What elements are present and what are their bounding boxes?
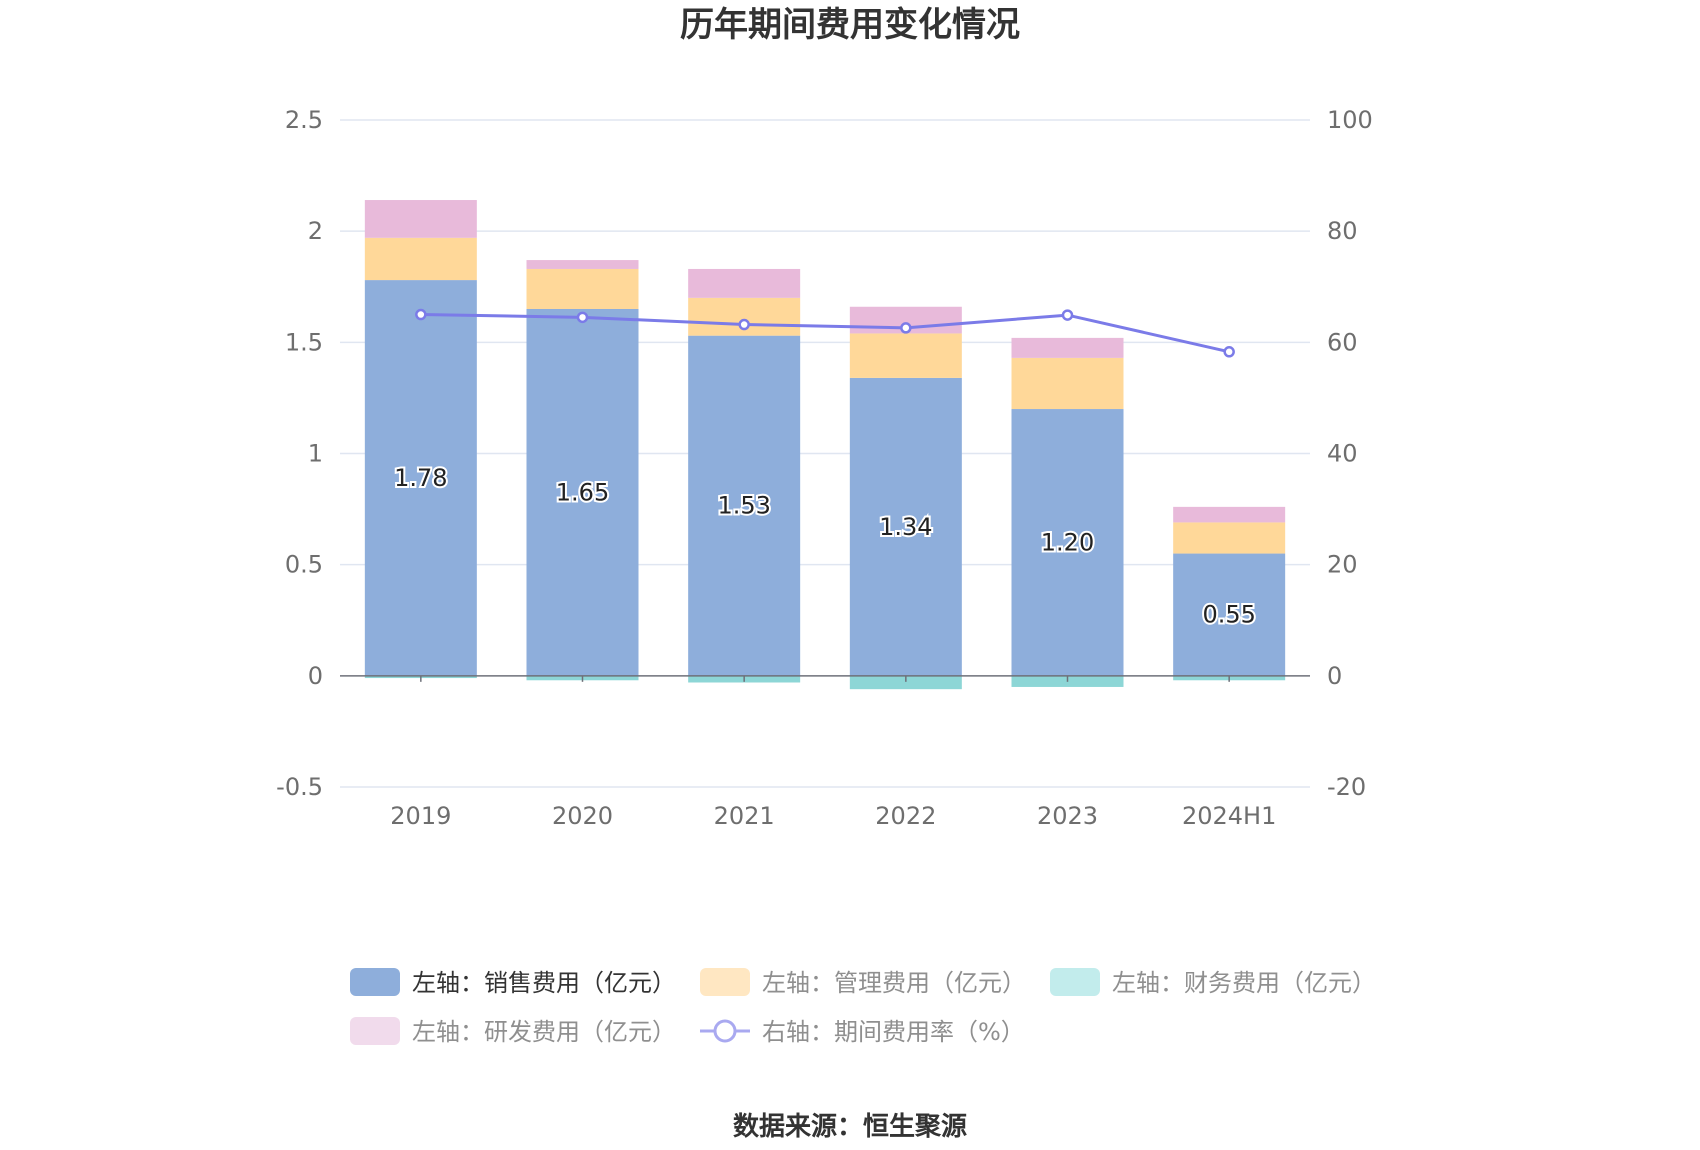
legend: 左轴：销售费用（亿元） 左轴：管理费用（亿元） 左轴：财务费用（亿元） 左轴：研发费用… [350,968,1376,1046]
legend-item: 左轴：销售费用（亿元） [350,968,676,997]
bar-segment [364,280,477,676]
x-axis-ticks: 2019 2020 2021 2022 2023 2024H1 [390,802,1276,830]
legend-label: 左轴：研发费用（亿元） [412,1018,676,1046]
bar-segment [1173,522,1286,554]
legend-item: 左轴：管理费用（亿元） [700,968,1026,997]
right-tick-label: 20 [1327,551,1358,579]
bar-segment [1173,506,1286,523]
rate-point [1061,309,1074,321]
x-tick-label: 2024H1 [1182,802,1276,830]
bar-segment [526,268,639,309]
left-tick-label: 2 [308,217,323,245]
bar-segment [526,260,639,269]
data-labels: 1.78 1.65 1.53 1.34 1.20 0.55 [392,462,1258,631]
right-tick-label: 40 [1327,440,1358,468]
rate-line [415,308,1235,358]
right-tick-label: 60 [1327,328,1358,356]
right-tick-label: 100 [1327,106,1373,134]
left-axis-ticks: -0.5 0 0.5 1 1.5 2 2.5 [276,106,323,801]
bar-segment [849,333,962,378]
bar-segment [526,308,639,676]
legend-item: 右轴：期间费用率（%） [700,1018,1025,1046]
bar-value-label: 1.20 [1041,528,1094,556]
bars [364,200,1286,690]
rate-line-path [420,313,1230,354]
rate-point [900,322,912,334]
x-tick-label: 2022 [875,802,936,830]
legend-swatch [700,968,750,996]
bar-value-label: 1.65 [556,478,609,506]
rate-point [1223,346,1235,358]
x-axis-line [340,675,1310,682]
legend-item: 左轴：财务费用（亿元） [1050,968,1376,997]
rate-point [738,318,750,331]
bar-segment [849,675,962,690]
bar-segment [1173,553,1286,676]
legend-swatch [350,968,400,996]
grid-lines [340,119,1310,788]
bar-segment [688,335,801,676]
rate-point [415,308,427,321]
right-tick-label: -20 [1327,773,1366,801]
left-tick-label: 2.5 [285,106,323,134]
right-tick-label: 0 [1327,662,1342,690]
left-tick-label: 0.5 [285,551,323,579]
legend-label: 左轴：财务费用（亿元） [1112,969,1376,997]
right-tick-label: 80 [1327,217,1358,245]
rate-point [576,311,589,324]
bar-segment [1011,409,1124,676]
x-tick-label: 2023 [1037,802,1098,830]
bar-segment [1011,337,1124,358]
bar-value-label: 1.78 [394,464,447,492]
left-tick-label: 1.5 [285,328,323,356]
chart-title: 历年期间费用变化情况 [680,5,1020,45]
legend-swatch [350,1017,400,1045]
bar-value-label: 1.34 [879,513,932,541]
left-tick-label: -0.5 [276,773,323,801]
x-tick-label: 2019 [390,802,451,830]
legend-item: 左轴：研发费用（亿元） [350,1017,676,1046]
source-note: 数据来源：恒生聚源 [733,1112,967,1142]
bar-segment [364,200,477,238]
right-axis-ticks: -20 0 20 40 60 80 100 [1327,106,1373,801]
legend-marker [713,1019,737,1043]
legend-swatch [1050,968,1100,996]
bar-segment [1011,357,1124,410]
x-tick-label: 2021 [714,802,775,830]
x-tick-label: 2020 [552,802,613,830]
legend-label: 右轴：期间费用率（%） [762,1018,1025,1046]
bar-segment [364,237,477,281]
bar-value-label: 1.53 [717,492,770,520]
legend-label: 左轴：管理费用（亿元） [762,969,1026,997]
bar-segment [849,377,962,676]
bar-value-label: 0.55 [1202,601,1255,629]
left-tick-label: 1 [308,440,323,468]
left-tick-label: 0 [308,662,323,690]
legend-label: 左轴：销售费用（亿元） [412,969,676,997]
bar-segment [688,268,801,298]
